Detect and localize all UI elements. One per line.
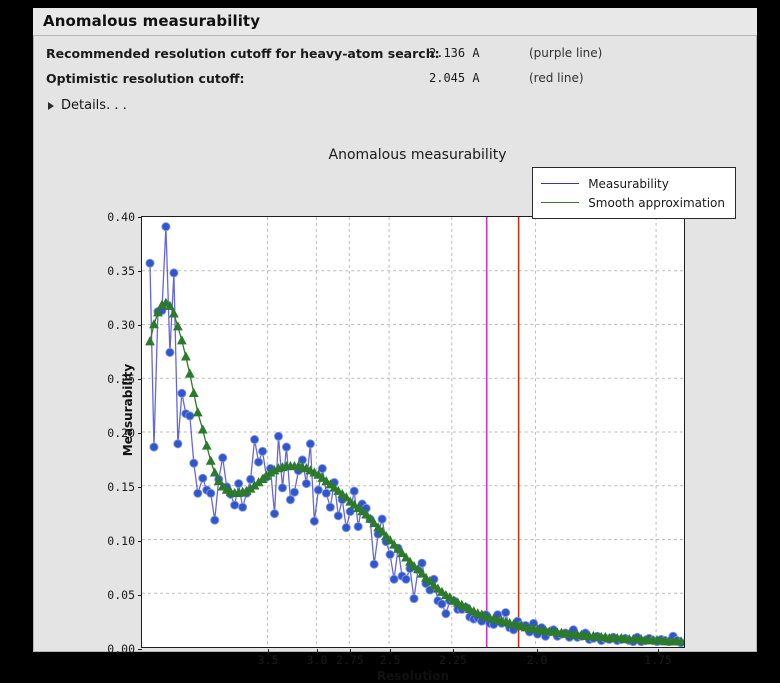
series-measurability [145, 222, 684, 647]
results-panel: Recommended resolution cutoff for heavy-… [33, 35, 757, 683]
chart-title: Anomalous measurability [328, 147, 507, 163]
plot-area: Measurability Resolution 0.00 0.05 0.10 0.1… [107, 210, 685, 683]
y-tick-label: 0.10 [107, 534, 135, 548]
y-tick-mark [138, 378, 142, 380]
legend-item-smooth: Smooth approximation [541, 193, 725, 212]
x-tick-label: 3.0 [306, 653, 328, 667]
y-tick-label: 0.05 [107, 588, 135, 602]
details-label: Details. . . [61, 98, 127, 113]
y-tick-mark [138, 432, 142, 434]
y-tick-label: 0.20 [107, 426, 135, 440]
x-tick-label: 2.5 [379, 653, 401, 667]
info-row: Recommended resolution cutoff for heavy-… [46, 46, 746, 71]
window-title: Anomalous measurability [33, 8, 757, 36]
legend-swatch-measurability [541, 183, 580, 184]
legend-item-measurability: Measurability [541, 174, 725, 193]
legend-label-measurability: Measurability [588, 176, 669, 191]
cutoff-lines [485, 217, 520, 647]
x-tick-label: 2.0 [526, 653, 548, 667]
info-row: Optimistic resolution cutoff: 2.045 A (r… [46, 71, 746, 96]
y-tick-label: 0.35 [107, 264, 135, 278]
screenshot-root: Anomalous measurability Recommended reso… [33, 8, 757, 683]
recommended-cutoff-value: 2.136 A [429, 46, 480, 60]
y-tick-label: 0.30 [107, 318, 135, 332]
y-tick-mark [138, 324, 142, 326]
x-tick-mark [316, 649, 318, 653]
y-tick-mark [138, 216, 142, 218]
optimistic-cutoff-value: 2.045 A [429, 71, 480, 85]
recommended-cutoff-label: Recommended resolution cutoff for heavy-… [46, 46, 440, 61]
disclosure-triangle-icon[interactable] [48, 101, 54, 110]
info-rows: Recommended resolution cutoff for heavy-… [46, 46, 746, 96]
x-tick-mark [536, 649, 538, 653]
y-tick-mark [138, 648, 142, 650]
chart-container: Anomalous measurability Measurability Sm… [34, 121, 756, 683]
y-tick-label: 0.15 [107, 480, 135, 494]
x-tick-label: 2.75 [336, 653, 364, 667]
x-tick-mark [389, 649, 391, 653]
y-tick-label: 0.40 [107, 210, 135, 224]
y-tick-label: 0.00 [107, 642, 135, 656]
y-tick-label: 0.25 [107, 372, 135, 386]
gridlines [142, 217, 684, 647]
x-tick-label: 2.25 [439, 653, 467, 667]
x-tick-mark [452, 649, 454, 653]
series-smooth [145, 297, 684, 646]
y-tick-mark [138, 270, 142, 272]
recommended-cutoff-note: (purple line) [529, 46, 603, 60]
optimistic-cutoff-label: Optimistic resolution cutoff: [46, 71, 245, 86]
x-tick-mark [657, 649, 659, 653]
optimistic-cutoff-note: (red line) [529, 71, 584, 85]
y-tick-mark [138, 486, 142, 488]
x-tick-mark [349, 649, 351, 653]
y-tick-mark [138, 594, 142, 596]
plot-svg [142, 217, 684, 647]
details-disclosure[interactable]: Details. . . [48, 98, 127, 113]
chart-legend: Measurability Smooth approximation [532, 167, 736, 219]
y-axis-label: Measurability [121, 363, 135, 457]
x-tick-mark [267, 649, 269, 653]
x-axis-label: Resolution [376, 669, 450, 683]
legend-label-smooth: Smooth approximation [588, 195, 725, 210]
legend-swatch-smooth [541, 202, 580, 203]
x-tick-label: 1.75 [644, 653, 672, 667]
x-tick-label: 3.5 [257, 653, 279, 667]
y-tick-mark [138, 540, 142, 542]
